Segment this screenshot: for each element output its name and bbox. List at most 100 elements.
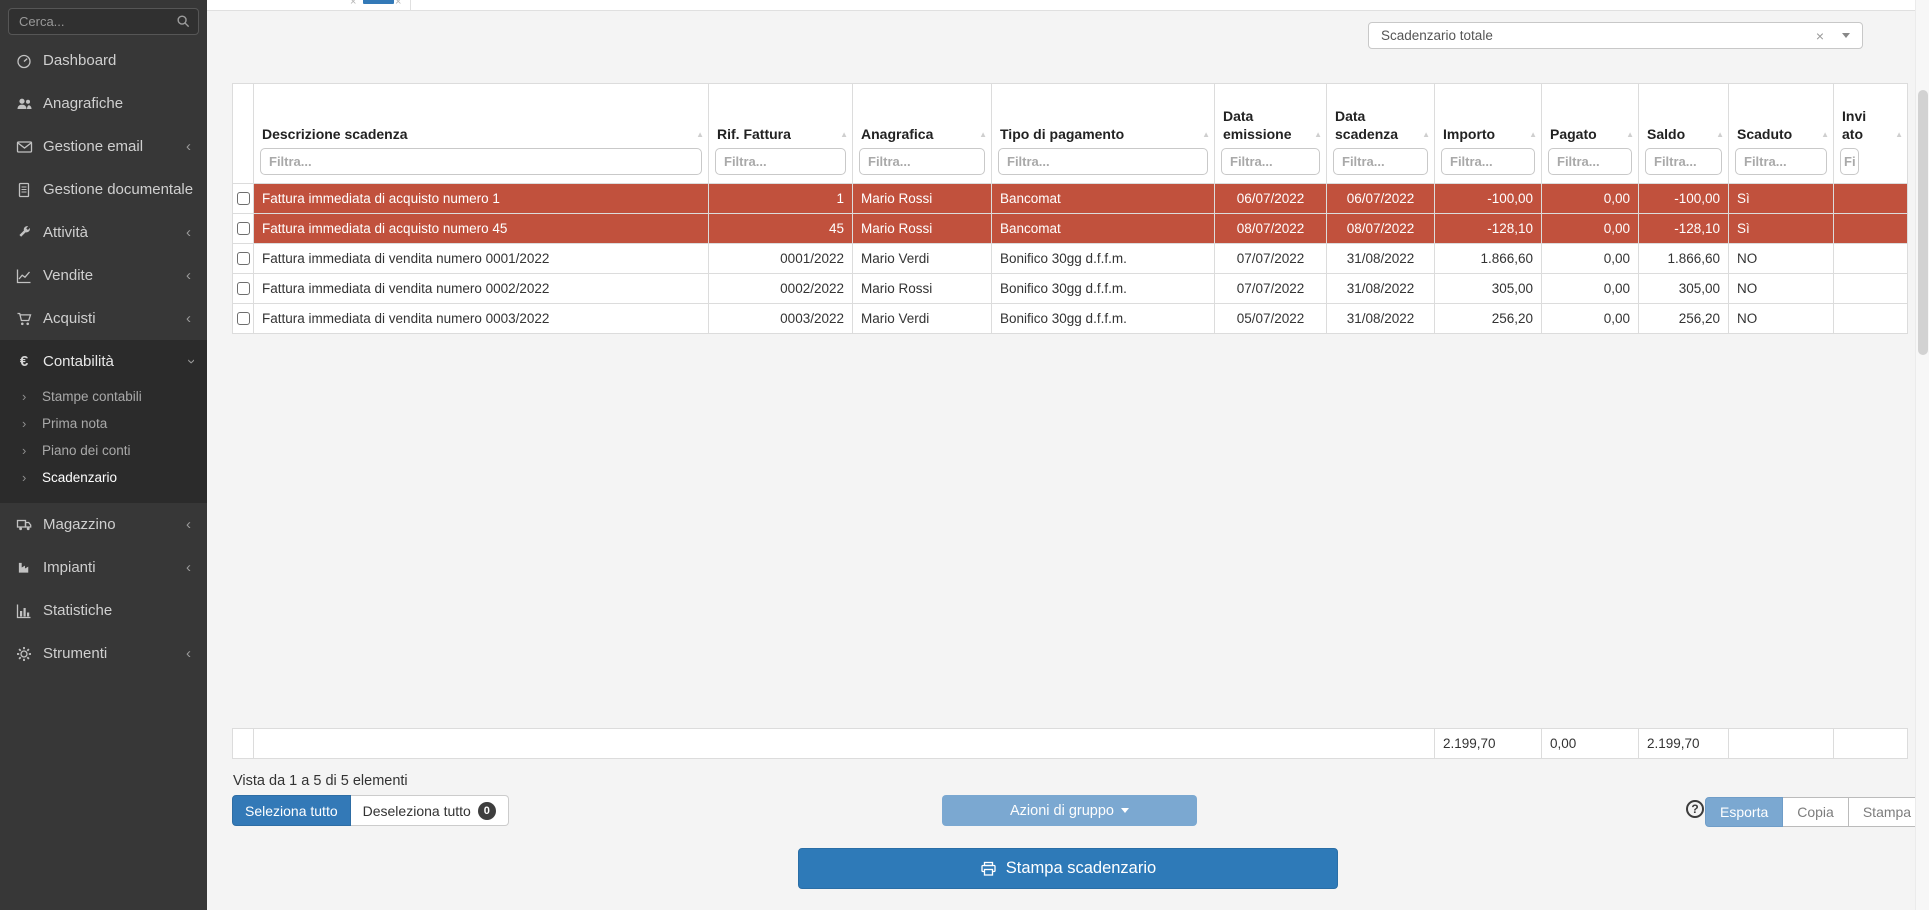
row-checkbox[interactable] [236,282,250,295]
sidebar-item-gestione-email[interactable]: Gestione email ‹ [0,125,207,168]
table-row[interactable]: Fattura immediata di vendita numero 0003… [233,303,1907,333]
column-header-saldo[interactable]: Saldo ▲ [1638,84,1728,183]
sidebar-subitem-stampe-contabili[interactable]: › Stampe contabili [0,383,207,410]
sidebar-item-label: Contabilità [43,353,114,370]
report-type-value: Scadenzario totale [1381,28,1493,43]
export-button-group: Esporta Copia Stampa [1705,797,1927,827]
sidebar-subitem-label: Prima nota [42,416,108,431]
sidebar-menu: Dashboard Anagrafiche Gestione email ‹ G… [0,39,207,675]
column-header-rif-fattura[interactable]: Rif. Fattura ▲ [708,84,852,183]
table-row[interactable]: Fattura immediata di vendita numero 0001… [233,243,1907,273]
column-header-scaduto[interactable]: Scaduto ▲ [1728,84,1833,183]
filter-input-importo[interactable] [1441,148,1535,175]
chevron-down-icon: ‹ [182,359,199,364]
sidebar-item-label: Acquisti [43,310,96,327]
report-type-select[interactable]: Scadenzario totale × [1368,22,1863,49]
cell-pagato: 0,00 [1541,304,1638,333]
cell-tipo-pagamento: Bonifico 30gg d.f.f.m. [991,274,1214,303]
cell-scaduto: Sì [1728,214,1833,243]
table-header: Descrizione scadenza ▲ Rif. Fattura ▲ An… [233,84,1907,183]
sidebar-item-dashboard[interactable]: Dashboard [0,39,207,82]
sort-icon: ▲ [696,130,704,139]
column-header-data-emissione[interactable]: Data emissione ▲ [1214,84,1326,183]
column-header-pagato[interactable]: Pagato ▲ [1541,84,1638,183]
tab-close-icon[interactable]: × [395,0,402,8]
copy-button[interactable]: Copia [1783,797,1849,827]
filter-input-scaduto[interactable] [1735,148,1827,175]
cell-pagato: 0,00 [1541,184,1638,213]
cell-saldo: 1.866,60 [1638,244,1728,273]
chevron-left-icon: ‹ [186,224,191,241]
sidebar-item-anagrafiche[interactable]: Anagrafiche [0,82,207,125]
wrench-icon [14,225,34,240]
cell-saldo: 305,00 [1638,274,1728,303]
select-all-button[interactable]: Seleziona tutto [232,795,351,826]
column-header-tipo-pagamento[interactable]: Tipo di pagamento ▲ [991,84,1214,183]
filter-input-descrizione[interactable] [260,148,702,175]
sidebar-item-statistiche[interactable]: Statistiche [0,589,207,632]
sidebar-item-contabilita[interactable]: € Contabilità ‹ [0,340,207,383]
sidebar-subitem-label: Scadenzario [42,470,118,485]
column-header-importo[interactable]: Importo ▲ [1434,84,1541,183]
filter-input-data-scadenza[interactable] [1333,148,1428,175]
help-icon[interactable]: ? [1686,800,1704,818]
scrollbar-thumb[interactable] [1918,90,1928,355]
chevron-right-icon: › [22,443,27,458]
cell-data-emissione: 05/07/2022 [1214,304,1326,333]
column-header-inviato[interactable]: Inviato ▲ [1833,84,1907,183]
filter-input-inviato[interactable] [1840,148,1859,175]
filter-input-tipo-pagamento[interactable] [998,148,1208,175]
row-checkbox[interactable] [236,222,250,235]
export-button[interactable]: Esporta [1705,797,1784,827]
sidebar-item-acquisti[interactable]: Acquisti ‹ [0,297,207,340]
footer-cell-empty [1728,729,1833,758]
cell-rif-fattura: 0002/2022 [708,274,852,303]
cell-tipo-pagamento: Bancomat [991,184,1214,213]
row-checkbox[interactable] [236,252,250,265]
sidebar-item-attivita[interactable]: Attività ‹ [0,211,207,254]
table-row[interactable]: Fattura immediata di vendita numero 0002… [233,273,1907,303]
search-input[interactable] [8,8,199,35]
cell-data-scadenza: 06/07/2022 [1326,184,1434,213]
filter-input-saldo[interactable] [1645,148,1722,175]
column-header-anagrafica[interactable]: Anagrafica ▲ [852,84,991,183]
sidebar-item-strumenti[interactable]: Strumenti ‹ [0,632,207,675]
row-checkbox[interactable] [236,192,250,205]
cell-rif-fattura: 0001/2022 [708,244,852,273]
sidebar-item-magazzino[interactable]: Magazzino ‹ [0,503,207,546]
print-schedule-button[interactable]: Stampa scadenzario [798,848,1338,889]
tab-close-icon[interactable]: × [350,0,357,8]
cell-importo: 305,00 [1434,274,1541,303]
footer-cell-empty [233,729,253,758]
sidebar-item-impianti[interactable]: Impianti ‹ [0,546,207,589]
scadenzario-table: Descrizione scadenza ▲ Rif. Fattura ▲ An… [232,83,1908,334]
sidebar-subitem-prima-nota[interactable]: › Prima nota [0,410,207,437]
table-row[interactable]: Fattura immediata di acquisto numero 45 … [233,213,1907,243]
deselect-all-button[interactable]: Deseleziona tutto 0 [350,795,509,826]
sidebar-search [8,8,199,35]
print-button[interactable]: Stampa [1848,797,1927,827]
sidebar-subitem-scadenzario[interactable]: › Scadenzario [0,464,207,491]
sidebar-item-vendite[interactable]: Vendite ‹ [0,254,207,297]
sidebar-subitem-piano-dei-conti[interactable]: › Piano dei conti [0,437,207,464]
clear-icon[interactable]: × [1815,27,1824,44]
cell-data-scadenza: 31/08/2022 [1326,274,1434,303]
group-actions-button[interactable]: Azioni di gruppo [942,795,1197,826]
document-icon [14,182,34,198]
filter-input-data-emissione[interactable] [1221,148,1320,175]
filter-input-rif-fattura[interactable] [715,148,846,175]
column-header-descrizione[interactable]: Descrizione scadenza ▲ [253,84,708,183]
column-header-data-scadenza[interactable]: Data scadenza ▲ [1326,84,1434,183]
table-row[interactable]: Fattura immediata di acquisto numero 1 1… [233,183,1907,213]
row-checkbox[interactable] [236,312,250,325]
sort-icon: ▲ [1202,130,1210,139]
tab-divider [410,0,411,11]
footer-cell-empty [1833,729,1907,758]
filter-input-pagato[interactable] [1548,148,1632,175]
cell-data-scadenza: 31/08/2022 [1326,244,1434,273]
scrollbar-track [1915,0,1929,910]
filter-input-anagrafica[interactable] [859,148,985,175]
sidebar-item-gestione-documentale[interactable]: Gestione documentale [0,168,207,211]
tab-strip: × × [207,0,1915,11]
cell-descrizione: Fattura immediata di acquisto numero 1 [253,184,708,213]
